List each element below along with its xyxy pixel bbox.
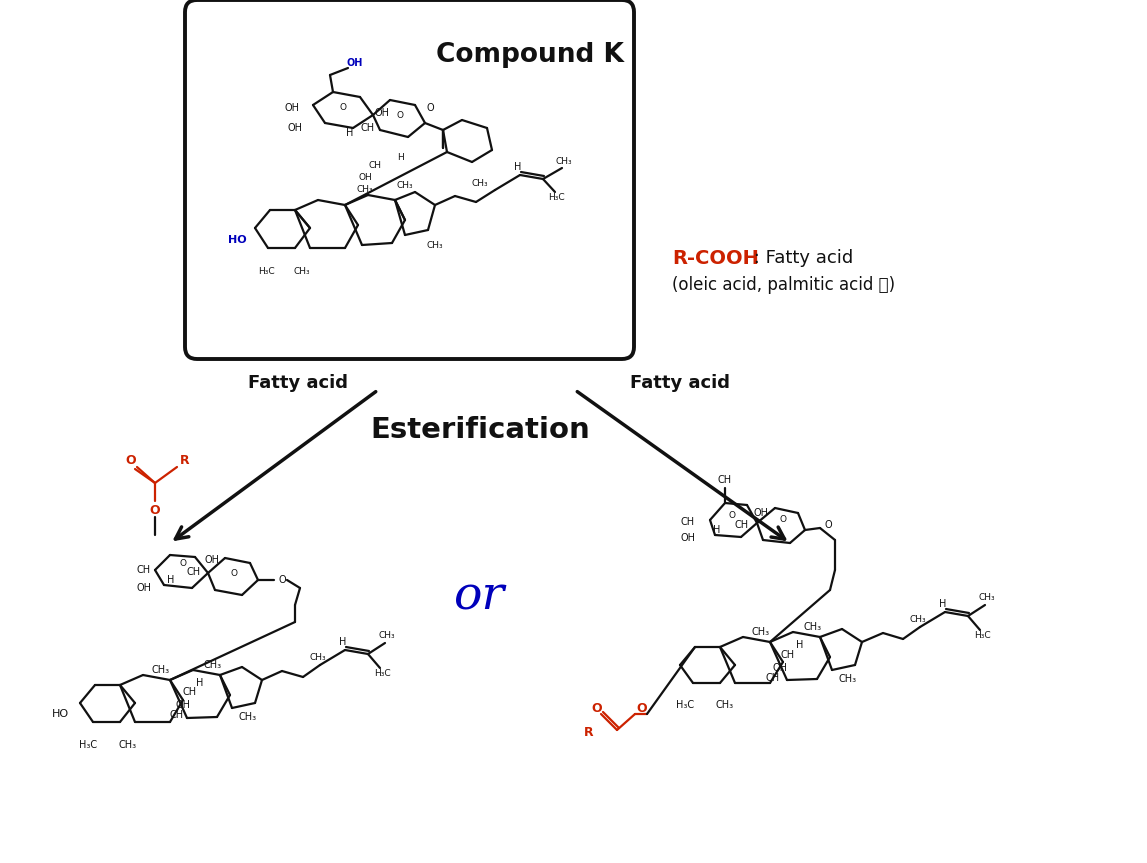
Text: or: or: [454, 575, 506, 620]
Text: HO: HO: [228, 235, 247, 245]
Text: R: R: [584, 726, 594, 739]
Text: CH: CH: [187, 567, 201, 577]
Text: CH₃: CH₃: [119, 740, 136, 750]
Text: CH₃: CH₃: [555, 156, 572, 166]
Text: OH: OH: [358, 173, 372, 181]
Text: O: O: [637, 702, 647, 715]
Text: O: O: [397, 110, 404, 119]
Text: CH: CH: [781, 650, 795, 660]
Text: O: O: [825, 520, 832, 530]
Text: CH: CH: [718, 475, 732, 485]
Text: O: O: [427, 103, 434, 113]
Text: OH: OH: [346, 58, 364, 68]
Text: H: H: [346, 128, 353, 138]
Text: H: H: [397, 154, 404, 162]
Text: CH₃: CH₃: [239, 712, 257, 722]
Text: Fatty acid: Fatty acid: [248, 374, 348, 392]
Text: CH₃: CH₃: [471, 179, 489, 187]
Text: CH₃: CH₃: [978, 594, 996, 602]
Text: O: O: [592, 702, 602, 715]
Text: OH: OH: [680, 533, 695, 543]
Text: H: H: [796, 640, 804, 650]
Text: H₃C: H₃C: [547, 192, 564, 201]
Text: H: H: [713, 525, 720, 535]
Text: H₃C: H₃C: [676, 700, 694, 710]
Text: CH₃: CH₃: [910, 614, 927, 623]
Text: OH: OH: [772, 663, 788, 673]
Text: CH₃: CH₃: [804, 622, 822, 632]
Text: OH: OH: [284, 103, 299, 113]
Text: CH₃: CH₃: [397, 181, 413, 191]
Text: CH₃: CH₃: [151, 665, 170, 675]
Text: OH: OH: [375, 108, 390, 118]
Text: O: O: [179, 558, 187, 568]
Text: H: H: [514, 162, 522, 172]
Text: Fatty acid: Fatty acid: [630, 374, 729, 392]
Text: CH: CH: [136, 565, 151, 575]
Text: H₃C: H₃C: [258, 268, 274, 276]
Text: : Fatty acid: : Fatty acid: [748, 249, 853, 267]
Text: CH: CH: [735, 520, 749, 530]
Text: CH₃: CH₃: [752, 627, 770, 637]
Text: OH: OH: [136, 583, 151, 593]
Text: CH: CH: [170, 710, 184, 720]
Text: Esterification: Esterification: [370, 416, 590, 444]
Text: O: O: [780, 515, 787, 525]
Text: (oleic acid, palmitic acid 등): (oleic acid, palmitic acid 등): [672, 276, 895, 294]
Text: O: O: [126, 455, 136, 468]
Text: CH₃: CH₃: [716, 700, 734, 710]
Text: OH: OH: [754, 508, 768, 518]
Text: Compound K: Compound K: [436, 42, 624, 68]
Text: CH₃: CH₃: [310, 652, 326, 662]
Text: CH₃: CH₃: [838, 674, 857, 684]
Text: H₃C: H₃C: [374, 669, 390, 677]
Text: H₃C: H₃C: [79, 740, 97, 750]
Text: O: O: [728, 511, 735, 520]
Text: H₃C: H₃C: [974, 631, 990, 639]
Text: CH: CH: [182, 687, 197, 697]
Text: CH₃: CH₃: [204, 660, 223, 670]
Text: HO: HO: [52, 709, 69, 719]
Text: CH₃: CH₃: [427, 241, 443, 249]
Text: H: H: [196, 678, 204, 688]
Text: OH: OH: [204, 555, 219, 565]
Text: CH₃: CH₃: [294, 268, 311, 276]
Text: CH₃: CH₃: [379, 632, 396, 640]
Text: O: O: [340, 104, 346, 112]
Text: H: H: [167, 575, 174, 585]
Text: R-COOH: R-COOH: [672, 249, 759, 268]
Text: OH: OH: [175, 700, 190, 710]
Text: CH: CH: [361, 123, 375, 133]
Text: CH: CH: [766, 673, 780, 683]
FancyBboxPatch shape: [185, 0, 634, 359]
Text: CH: CH: [681, 517, 695, 527]
Text: CH: CH: [368, 161, 382, 169]
Text: R: R: [180, 455, 189, 468]
Text: H: H: [340, 637, 346, 647]
Text: CH₃: CH₃: [357, 186, 373, 194]
Text: O: O: [150, 505, 161, 518]
Text: O: O: [231, 569, 237, 577]
Text: OH: OH: [288, 123, 303, 133]
Text: H: H: [939, 599, 946, 609]
Text: O: O: [279, 575, 286, 585]
